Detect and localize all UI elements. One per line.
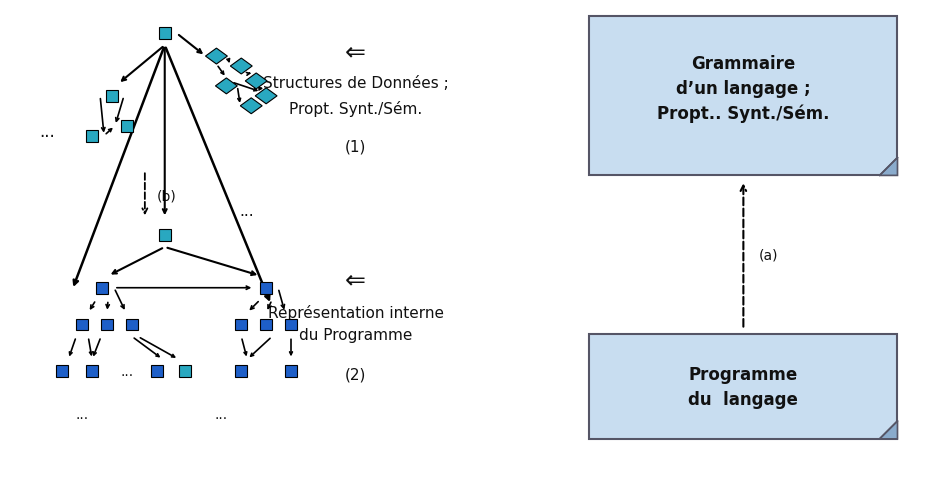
Bar — [159, 28, 171, 40]
Bar — [106, 91, 118, 103]
Polygon shape — [215, 79, 237, 95]
Bar — [76, 319, 88, 331]
Bar — [235, 365, 248, 377]
Bar — [235, 319, 248, 331]
Polygon shape — [590, 17, 897, 176]
Text: du Programme: du Programme — [298, 327, 413, 342]
Bar — [260, 319, 273, 331]
Bar — [126, 319, 138, 331]
Text: Représentation interne: Représentation interne — [268, 304, 444, 320]
Bar — [96, 282, 108, 294]
Bar — [285, 365, 297, 377]
Bar — [121, 120, 133, 132]
Bar — [151, 365, 163, 377]
Text: (b): (b) — [157, 189, 176, 203]
Text: Grammaire
d’un langage ;
Propt.. Synt./Sém.: Grammaire d’un langage ; Propt.. Synt./S… — [657, 54, 830, 123]
Text: (a): (a) — [758, 248, 778, 263]
Polygon shape — [590, 335, 897, 439]
Text: (2): (2) — [345, 367, 366, 382]
Text: ⇐: ⇐ — [345, 40, 366, 64]
Bar — [101, 319, 113, 331]
Polygon shape — [206, 49, 227, 65]
Bar — [179, 365, 191, 377]
Polygon shape — [240, 98, 262, 115]
Bar — [260, 282, 273, 294]
Text: ...: ... — [40, 122, 56, 140]
Bar — [86, 365, 98, 377]
Text: ...: ... — [76, 407, 89, 421]
Text: ...: ... — [239, 203, 254, 218]
Bar — [57, 365, 69, 377]
Text: Structures de Données ;: Structures de Données ; — [262, 76, 449, 91]
Polygon shape — [880, 158, 897, 176]
Text: Propt. Synt./Sém.: Propt. Synt./Sém. — [289, 100, 423, 117]
Text: ...: ... — [215, 407, 228, 421]
Bar — [159, 229, 171, 241]
Bar — [86, 131, 98, 142]
Polygon shape — [230, 59, 252, 75]
Text: (1): (1) — [345, 139, 366, 154]
Polygon shape — [246, 74, 267, 90]
Text: ...: ... — [121, 364, 133, 378]
Polygon shape — [255, 89, 277, 105]
Text: Programme
du  langage: Programme du langage — [689, 365, 798, 408]
Bar — [285, 319, 297, 331]
Polygon shape — [880, 421, 897, 439]
Text: ⇐: ⇐ — [345, 268, 366, 292]
